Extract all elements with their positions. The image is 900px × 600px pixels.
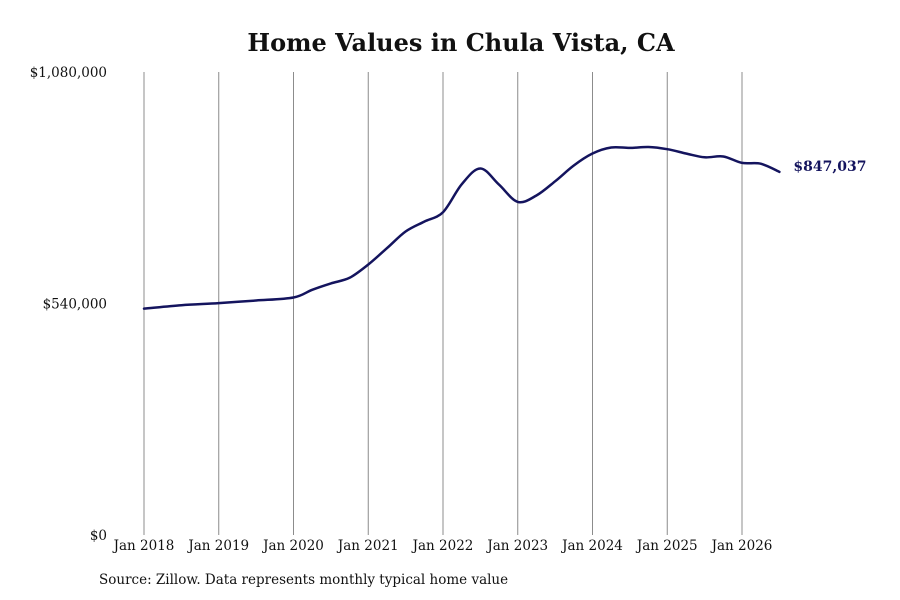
y-tick-label: $540,000 — [43, 297, 107, 313]
x-tick-label: Jan 2018 — [112, 538, 175, 554]
x-tick-label: Jan 2020 — [261, 538, 324, 554]
vertical-gridlines — [143, 72, 743, 535]
x-tick-label: Jan 2025 — [635, 538, 698, 554]
x-tick-label: Jan 2026 — [710, 538, 773, 554]
x-tick-label: Jan 2022 — [411, 538, 474, 554]
y-tick-label: $0 — [90, 528, 107, 544]
x-tick-label: Jan 2021 — [336, 538, 399, 554]
source-note: Source: Zillow. Data represents monthly … — [99, 572, 509, 588]
x-tick-label: Jan 2019 — [186, 538, 249, 554]
x-tick-label: Jan 2024 — [560, 538, 623, 554]
x-axis-tick-labels: Jan 2018 Jan 2019 Jan 2020 Jan 2021 Jan 2022… — [112, 538, 773, 554]
y-axis-tick-labels: $0 $540,000 $1,080,000 — [30, 65, 107, 544]
end-value-label: $847,037 — [793, 159, 866, 175]
series-group — [142, 145, 781, 310]
y-tick-label: $1,080,000 — [30, 65, 107, 81]
x-tick-label: Jan 2023 — [485, 538, 548, 554]
home-value-line — [142, 145, 781, 310]
chart-title: Home Values in Chula Vista, CA — [247, 28, 675, 57]
